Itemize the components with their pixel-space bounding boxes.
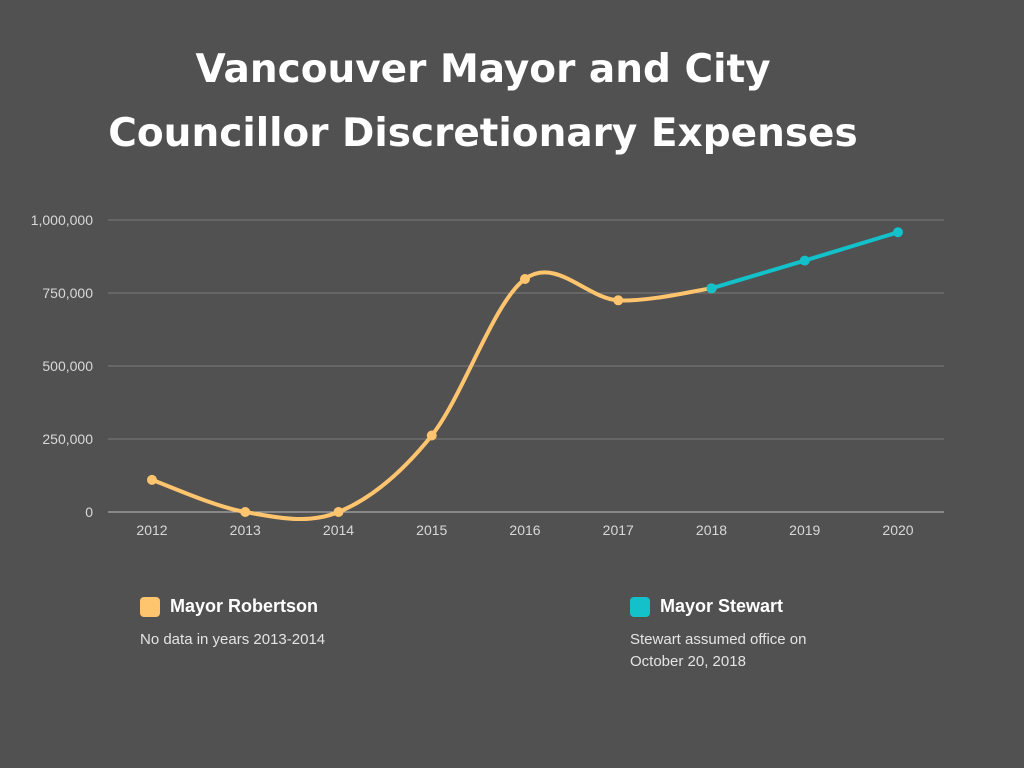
data-point-mayor-stewart-2019 [799,255,810,266]
legend-note-stewart-line-2: October 20, 2018 [630,653,746,670]
data-point-mayor-robertson-2012 [147,474,157,485]
series-line-mayor-robertson [150,270,714,522]
chart-title: Vancouver Mayor and City Councillor Disc… [0,38,966,166]
data-point-mayor-robertson-2013 [240,507,251,517]
legend-note-robertson: No data in years 2013-2014 [140,631,326,648]
chart-title-line-2: Councillor Discretionary Expenses [108,111,858,156]
data-point-mayor-robertson-2016 [520,273,530,284]
legend-swatch-stewart [630,596,650,617]
x-tick-label: 2020 [882,522,913,538]
data-point-mayor-robertson-2015 [426,430,437,441]
x-axis-tick-labels: 2012 2013 2014 2015 2016 2017 2018 2019 2020 [136,522,913,538]
legend-robertson: Mayor Robertson No data in years 2013-20… [140,596,325,651]
y-tick-label: 0 [85,504,93,520]
legend-label-robertson: Mayor Robertson [170,596,319,616]
x-tick-label: 2017 [603,522,634,538]
y-tick-label: 1,000,000 [31,212,93,228]
legend-note-stewart: Stewart assumed office on October 20, 20… [630,629,806,673]
data-point-mayor-stewart-2020 [893,227,903,238]
data-point-mayor-robertson-2017 [613,295,624,306]
y-tick-label: 250,000 [42,431,93,447]
x-tick-label: 2014 [323,522,354,538]
legend-swatch-robertson [140,596,160,617]
y-tick-label: 750,000 [42,285,93,301]
x-tick-label: 2019 [789,522,820,538]
x-tick-label: 2015 [416,522,447,538]
x-tick-label: 2016 [509,522,540,538]
gridlines [108,219,944,513]
data-points [147,227,903,517]
legend-stewart: Mayor Stewart Stewart assumed office on … [630,596,806,673]
chart-title-line-1: Vancouver Mayor and City [195,47,771,92]
y-axis-tick-labels: 0 250,000 500,000 750,000 1,000,000 [31,212,94,520]
legend-note-stewart-line-1: Stewart assumed office on [630,631,807,648]
x-tick-label: 2018 [696,522,727,538]
legend-label-stewart: Mayor Stewart [660,596,784,616]
data-point-mayor-robertson-2014 [333,507,344,517]
y-tick-label: 500,000 [42,358,93,374]
x-tick-label: 2013 [230,522,261,538]
data-point-mayor-stewart-2018 [706,283,717,294]
x-tick-label: 2012 [136,522,167,538]
